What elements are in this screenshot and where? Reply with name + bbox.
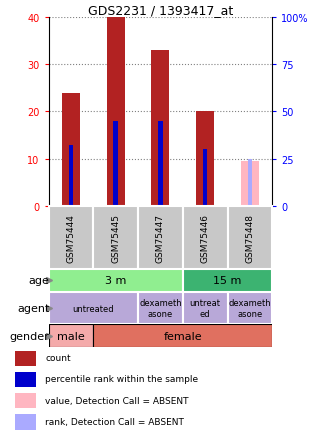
Bar xyxy=(183,207,228,270)
Text: count: count xyxy=(45,353,71,362)
Text: agent: agent xyxy=(17,303,49,313)
Text: untreated: untreated xyxy=(73,304,114,313)
Text: 15 m: 15 m xyxy=(213,276,242,286)
Bar xyxy=(15,414,36,430)
Bar xyxy=(15,393,36,408)
Bar xyxy=(151,51,169,207)
Bar xyxy=(203,150,208,207)
Text: 3 m: 3 m xyxy=(105,276,126,286)
Bar xyxy=(183,270,272,292)
Bar xyxy=(228,207,272,270)
Bar xyxy=(138,292,183,325)
Bar xyxy=(69,145,73,207)
Text: male: male xyxy=(57,331,85,341)
Bar xyxy=(15,372,36,388)
Bar xyxy=(138,207,183,270)
Text: GSM75447: GSM75447 xyxy=(156,214,165,263)
Bar xyxy=(49,292,138,325)
Bar xyxy=(248,159,252,207)
Bar xyxy=(107,18,125,207)
Text: dexameth
asone: dexameth asone xyxy=(139,299,182,318)
Text: GSM75448: GSM75448 xyxy=(245,214,254,263)
Text: female: female xyxy=(163,331,202,341)
Bar xyxy=(113,122,118,207)
Text: rank, Detection Call = ABSENT: rank, Detection Call = ABSENT xyxy=(45,417,184,426)
Bar xyxy=(49,207,93,270)
Bar xyxy=(228,292,272,325)
Bar xyxy=(49,270,183,292)
Bar xyxy=(49,325,93,347)
Text: value, Detection Call = ABSENT: value, Detection Call = ABSENT xyxy=(45,396,189,404)
Bar xyxy=(196,112,214,207)
Text: GSM75446: GSM75446 xyxy=(201,214,210,263)
Text: GSM75445: GSM75445 xyxy=(111,214,120,263)
Bar xyxy=(241,162,259,207)
Bar xyxy=(62,93,80,207)
Text: untreat
ed: untreat ed xyxy=(190,299,221,318)
Text: gender: gender xyxy=(10,331,49,341)
Bar xyxy=(183,292,228,325)
Title: GDS2231 / 1393417_at: GDS2231 / 1393417_at xyxy=(88,3,233,16)
Text: dexameth
asone: dexameth asone xyxy=(228,299,271,318)
Bar xyxy=(93,325,272,347)
Bar xyxy=(158,122,163,207)
Text: GSM75444: GSM75444 xyxy=(66,214,75,263)
Text: age: age xyxy=(28,276,49,286)
Bar xyxy=(15,351,36,366)
Bar xyxy=(93,207,138,270)
Text: percentile rank within the sample: percentile rank within the sample xyxy=(45,375,198,383)
